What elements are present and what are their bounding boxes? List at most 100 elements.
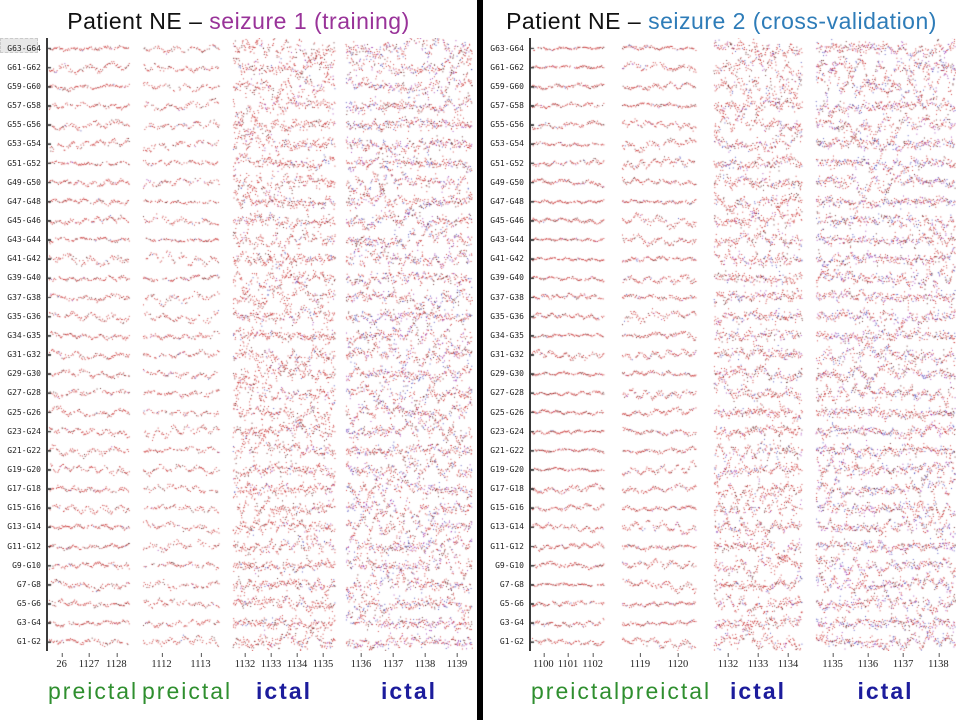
- segment-label-ictal: ictal: [857, 677, 914, 704]
- time-tick-label: 1128: [106, 653, 127, 670]
- time-tick-label: 1138: [415, 653, 435, 670]
- channel-label: G29-G30: [7, 369, 41, 379]
- time-tick-label: 1136: [858, 653, 878, 670]
- time-tick-label: 1132: [235, 653, 255, 670]
- channel-label: G23-G24: [490, 426, 524, 436]
- segment-label-cell: preictal: [142, 678, 230, 705]
- time-tick-label: 1120: [668, 653, 688, 670]
- channel-label: G41-G42: [490, 254, 524, 264]
- channel-label: G61-G62: [490, 62, 524, 72]
- segment-label-preictal: preictal: [621, 677, 712, 704]
- channel-label: G29-G30: [490, 369, 524, 379]
- time-tick-label: 1135: [313, 653, 333, 670]
- time-tick-label: 1112: [151, 653, 172, 670]
- segment-label-ictal: ictal: [380, 677, 438, 704]
- title-seizure2-accent: seizure 2 (cross-validation): [648, 8, 937, 34]
- time-ticks-column: 1132 1133 1134 1135: [232, 651, 336, 671]
- time-tick-label: 1135: [822, 653, 843, 670]
- channel-label: G63-G64: [7, 43, 41, 53]
- channel-label: G5-G6: [499, 599, 524, 609]
- channel-label: G3-G4: [16, 618, 41, 628]
- channel-label: G53-G54: [490, 139, 524, 149]
- channel-label: G43-G44: [7, 235, 41, 245]
- time-tick-label: 1133: [748, 653, 768, 670]
- channel-label: G9-G10: [495, 560, 524, 570]
- time-tick-label: 1119: [630, 653, 650, 670]
- segment-label-cell: ictal: [345, 678, 473, 705]
- channel-label: G7-G8: [16, 579, 41, 589]
- channel-label: G39-G40: [7, 273, 41, 283]
- time-ticks-column: 1132 1133 1134: [713, 651, 803, 671]
- eeg-traces-canvas-1: [48, 38, 473, 651]
- eeg-traces-canvas-2: [531, 38, 956, 651]
- segment-labels-row-1: preictal preictal ictal ictal: [48, 671, 473, 711]
- channel-label: G37-G38: [7, 292, 41, 302]
- time-tick-label: 1134: [287, 653, 307, 670]
- segment-label-preictal: preictal: [142, 677, 233, 704]
- trace-area-2: [531, 38, 956, 651]
- channel-label: G51-G52: [490, 158, 524, 168]
- channel-label: G61-G62: [7, 62, 41, 72]
- y-axis-1: [46, 38, 48, 651]
- channel-label: G47-G48: [490, 196, 524, 206]
- time-ticks-column: 1135 1136 1137 1138: [815, 651, 956, 671]
- channel-label: G5-G6: [16, 599, 41, 609]
- time-ticks-row-1: 26 1127 1128 1112 1113 1132 1133 1134 1135 1136 11…: [48, 651, 473, 671]
- channel-label: G34-G35: [490, 330, 524, 340]
- time-ticks-column: 26 1127 1128: [48, 651, 130, 671]
- channel-label: G23-G24: [7, 426, 41, 436]
- time-ticks-column: 1112 1113: [142, 651, 220, 671]
- y-axis-2: [529, 38, 531, 651]
- channel-label: G55-G56: [490, 120, 524, 130]
- channel-label: G15-G16: [7, 503, 41, 513]
- time-tick-label: 1102: [582, 653, 603, 670]
- time-tick-label: 1100: [533, 653, 554, 670]
- channel-label: G57-G58: [490, 101, 524, 111]
- title-seizure1-accent: seizure 1 (training): [209, 8, 410, 34]
- trace-area-1: [48, 38, 473, 651]
- channel-label: G31-G32: [490, 350, 524, 360]
- plot-seizure2: G63-G64 G61-G62 G59-G60 G57-G58 G55-G56 G53-G…: [483, 38, 960, 651]
- channel-label: G1-G2: [499, 637, 524, 647]
- channel-label: G27-G28: [7, 388, 41, 398]
- channel-label: G11-G12: [490, 541, 524, 551]
- channel-label: G43-G44: [490, 235, 524, 245]
- channel-label: G27-G28: [490, 388, 524, 398]
- segment-label-cell: preictal: [48, 678, 136, 705]
- channel-label: G21-G22: [7, 445, 41, 455]
- channel-label: G31-G32: [7, 350, 41, 360]
- channel-label: G25-G26: [490, 407, 524, 417]
- channel-label: G17-G18: [490, 484, 524, 494]
- channel-label: G45-G46: [7, 215, 41, 225]
- channel-label: G63-G64: [490, 43, 524, 53]
- segment-label-ictal: ictal: [729, 677, 787, 704]
- time-ticks-row-2: 1100 1101 1102 1119 1120 1132 1133 1134 1135 1136…: [531, 651, 956, 671]
- channel-label: G39-G40: [490, 273, 524, 283]
- channel-label: G59-G60: [7, 81, 41, 91]
- channel-label: G19-G20: [490, 465, 524, 475]
- segment-label-cell: ictal: [815, 678, 956, 705]
- channel-label-gutter-2: G63-G64 G61-G62 G59-G60 G57-G58 G55-G56 G53-G…: [483, 38, 529, 651]
- segment-label-preictal: preictal: [531, 677, 622, 704]
- segment-labels-row-2: preictal preictal ictal ictal: [531, 671, 956, 711]
- segment-label-cell: ictal: [232, 678, 336, 705]
- channel-label: G34-G35: [7, 330, 41, 340]
- channel-label: G37-G38: [490, 292, 524, 302]
- channel-label-gutter-1: G63-G64 G61-G62 G59-G60 G57-G58 G55-G56 G53-G…: [0, 38, 46, 651]
- time-ticks-column: 1119 1120: [621, 651, 697, 671]
- segment-label-ictal: ictal: [255, 677, 313, 704]
- time-tick-label: 1113: [190, 653, 211, 670]
- title-patient: Patient NE –: [506, 8, 649, 34]
- channel-label: G49-G50: [7, 177, 41, 187]
- panel-seizure1: Patient NE – seizure 1 (training) G63-G6…: [0, 0, 477, 720]
- time-tick-label: 1137: [383, 653, 403, 670]
- channel-label: G11-G12: [7, 541, 41, 551]
- time-tick-label: 26: [56, 653, 67, 670]
- time-tick-label: 1132: [718, 653, 738, 670]
- channel-label: G53-G54: [7, 139, 41, 149]
- channel-label: G7-G8: [499, 579, 524, 589]
- time-tick-label: 1101: [558, 653, 578, 670]
- screen-artifact: [0, 38, 38, 53]
- segment-label-cell: preictal: [531, 678, 619, 705]
